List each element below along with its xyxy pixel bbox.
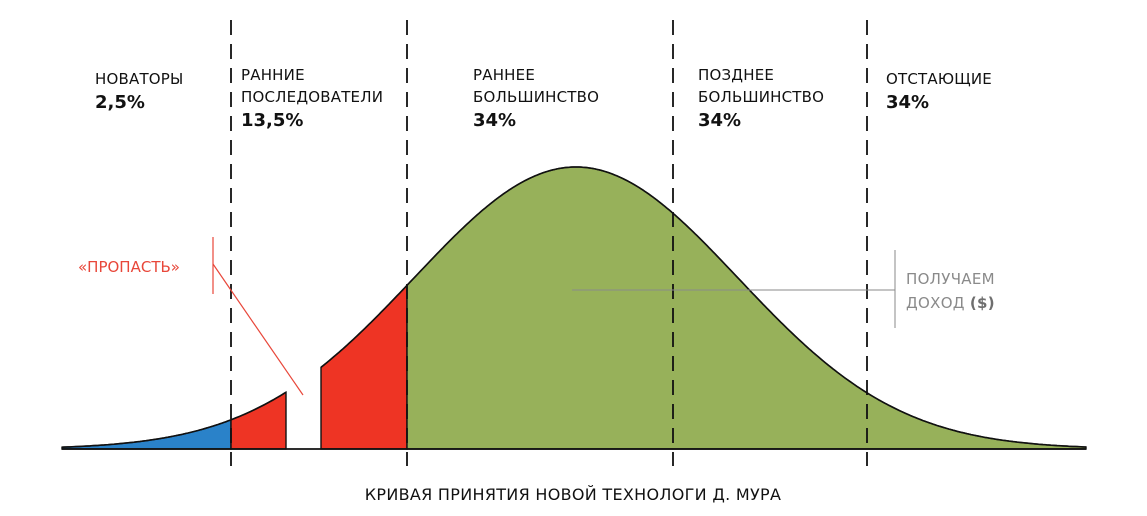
curve-outline-right — [320, 166, 1086, 448]
segment-label-line: ПОЗДНЕЕ — [698, 66, 774, 84]
segment-percent: 34% — [698, 110, 741, 131]
revenue-label-prefix: ДОХОД — [906, 294, 970, 312]
segment-label-line: БОЛЬШИНСТВО — [473, 88, 599, 106]
early-adopters-area-left — [230, 390, 287, 450]
diagram-caption: КРИВАЯ ПРИНЯТИЯ НОВОЙ ТЕХНОЛОГИ Д. МУРА — [365, 485, 782, 504]
chasm-pointer — [212, 263, 304, 396]
revenue-annotation: ПОЛУЧАЕМ ДОХОД ($) — [572, 250, 995, 328]
revenue-label-line: ПОЛУЧАЕМ — [906, 270, 995, 288]
segment-percent: 13,5% — [241, 110, 303, 131]
segment-label-line: ОТСТАЮЩИЕ — [886, 70, 992, 88]
segment-label-line: РАННИЕ — [241, 66, 305, 84]
segment-label-line: БОЛЬШИНСТВО — [698, 88, 824, 106]
chasm-annotation: «ПРОПАСТЬ» — [78, 237, 304, 396]
curve-outline-left — [61, 391, 287, 448]
segment-label-line: НОВАТОРЫ — [95, 70, 184, 88]
segment-label-line: ПОСЛЕДОВАТЕЛИ — [241, 88, 383, 106]
segment-percent: 2,5% — [95, 92, 145, 113]
revenue-dollar: ($) — [970, 294, 995, 312]
segment-laggards: ОТСТАЮЩИЕ 34% — [886, 70, 992, 113]
segment-late-majority: ПОЗДНЕЕ БОЛЬШИНСТВО 34% — [698, 66, 824, 131]
segment-percent: 34% — [886, 92, 929, 113]
segment-percent: 34% — [473, 110, 516, 131]
segment-label-line: РАННЕЕ — [473, 66, 535, 84]
innovators-area — [61, 418, 232, 450]
revenue-label-line: ДОХОД ($) — [906, 294, 995, 312]
segment-innovators: НОВАТОРЫ 2,5% — [95, 70, 184, 113]
segment-early-adopters: РАННИЕ ПОСЛЕДОВАТЕЛИ 13,5% — [241, 66, 383, 131]
chasm-label: «ПРОПАСТЬ» — [78, 258, 180, 276]
segment-early-majority: РАННЕЕ БОЛЬШИНСТВО 34% — [473, 66, 599, 131]
early-adopters-area-right — [320, 283, 408, 450]
